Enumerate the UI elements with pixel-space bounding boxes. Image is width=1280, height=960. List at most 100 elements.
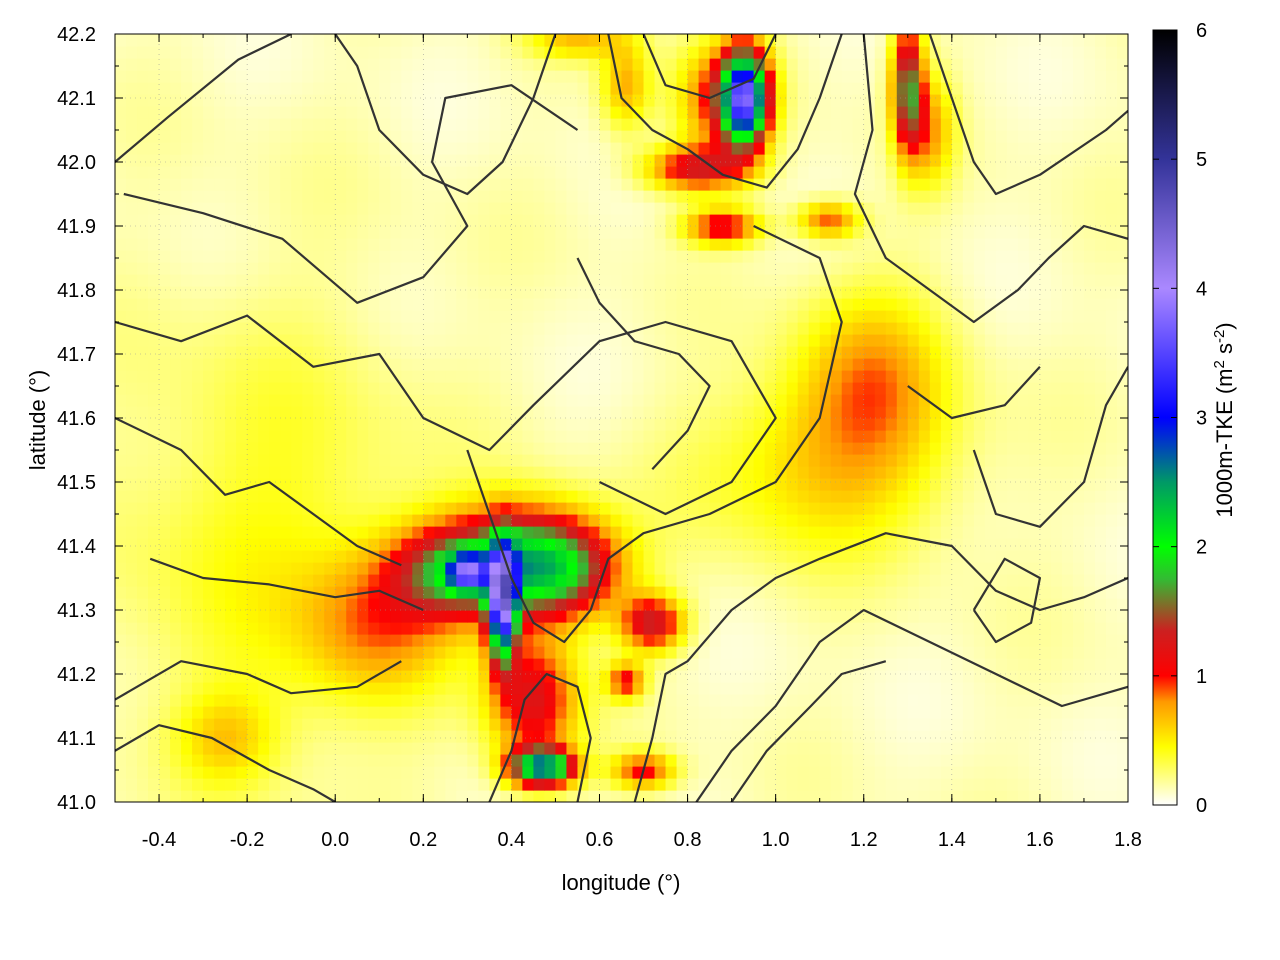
heat-cell bbox=[346, 574, 358, 587]
heat-cell bbox=[940, 610, 953, 623]
heat-cell bbox=[467, 754, 479, 767]
heat-cell bbox=[236, 514, 248, 527]
heat-cell bbox=[489, 418, 501, 431]
heat-cell bbox=[379, 514, 391, 527]
heat-cell bbox=[995, 346, 1008, 359]
heat-cell bbox=[357, 634, 369, 647]
heat-cell bbox=[225, 454, 237, 467]
heat-cell bbox=[192, 694, 204, 707]
heat-cell bbox=[148, 454, 160, 467]
heat-cell bbox=[709, 214, 722, 227]
heat-cell bbox=[511, 622, 523, 635]
heat-cell bbox=[852, 154, 865, 167]
heat-cell bbox=[1105, 502, 1118, 515]
heat-cell bbox=[478, 646, 490, 659]
heat-cell bbox=[665, 706, 678, 719]
heat-cell bbox=[522, 610, 535, 623]
heat-cell bbox=[280, 322, 292, 335]
heat-cell bbox=[1028, 454, 1041, 467]
heat-cell bbox=[313, 622, 325, 635]
heat-cell bbox=[269, 226, 281, 239]
heat-cell bbox=[841, 310, 854, 323]
heat-cell bbox=[313, 766, 325, 779]
heat-cell bbox=[434, 334, 446, 347]
heat-cell bbox=[324, 202, 336, 215]
heat-cell bbox=[335, 670, 347, 683]
heat-cell bbox=[764, 190, 777, 203]
heat-cell bbox=[258, 778, 270, 791]
heat-cell bbox=[566, 238, 579, 251]
heat-cell bbox=[522, 214, 535, 227]
heat-cell bbox=[302, 526, 314, 539]
heat-cell bbox=[236, 394, 248, 407]
heat-cell bbox=[368, 754, 380, 767]
heat-cell bbox=[412, 706, 424, 719]
heat-cell bbox=[181, 226, 193, 239]
heat-cell bbox=[643, 238, 656, 251]
heat-cell bbox=[214, 526, 226, 539]
heat-cell bbox=[610, 538, 623, 551]
heat-cell bbox=[720, 754, 733, 767]
heat-cell bbox=[665, 490, 678, 503]
heat-cell bbox=[896, 682, 909, 695]
heat-cell bbox=[962, 370, 975, 383]
heat-cell bbox=[291, 418, 303, 431]
heat-cell bbox=[764, 790, 777, 802]
heat-cell bbox=[313, 670, 325, 683]
heat-cell bbox=[445, 502, 457, 515]
heat-cell bbox=[852, 250, 865, 263]
heat-cell bbox=[379, 574, 391, 587]
heat-cell bbox=[918, 490, 931, 503]
heat-cell bbox=[368, 394, 380, 407]
heat-cell bbox=[269, 586, 281, 599]
heat-cell bbox=[192, 634, 204, 647]
heat-cell bbox=[1028, 346, 1041, 359]
heat-cell bbox=[192, 250, 204, 263]
heat-cell bbox=[907, 262, 920, 275]
heat-cell bbox=[324, 550, 336, 563]
heat-cell bbox=[764, 430, 777, 443]
heat-cell bbox=[775, 490, 788, 503]
heat-cell bbox=[1061, 382, 1074, 395]
heat-cell bbox=[1116, 358, 1128, 371]
heat-cell bbox=[357, 226, 369, 239]
heat-cell bbox=[511, 598, 523, 611]
heat-cell bbox=[874, 706, 887, 719]
heat-cell bbox=[1116, 562, 1128, 575]
heat-cell bbox=[852, 202, 865, 215]
heat-cell bbox=[731, 454, 744, 467]
heat-cell bbox=[852, 466, 865, 479]
heat-cell bbox=[544, 790, 557, 802]
heat-cell bbox=[720, 418, 733, 431]
heat-cell bbox=[995, 238, 1008, 251]
heat-cell bbox=[434, 418, 446, 431]
heat-cell bbox=[1017, 466, 1030, 479]
heat-cell bbox=[929, 454, 942, 467]
heat-cell bbox=[467, 574, 479, 587]
heat-cell bbox=[951, 598, 964, 611]
heat-cell bbox=[676, 406, 689, 419]
heat-cell bbox=[962, 646, 975, 659]
heat-cell bbox=[324, 250, 336, 263]
heat-cell bbox=[643, 646, 656, 659]
heat-cell bbox=[940, 622, 953, 635]
heat-cell bbox=[181, 670, 193, 683]
heat-cell bbox=[599, 646, 612, 659]
heat-cell bbox=[456, 346, 468, 359]
heat-cell bbox=[434, 178, 446, 191]
heat-cell bbox=[137, 202, 149, 215]
heat-cell bbox=[159, 262, 171, 275]
heat-cell bbox=[401, 742, 413, 755]
heat-cell bbox=[940, 322, 953, 335]
heat-cell bbox=[258, 238, 270, 251]
heat-cell bbox=[874, 226, 887, 239]
heat-cell bbox=[269, 250, 281, 263]
heat-cell bbox=[632, 298, 645, 311]
heat-cell bbox=[214, 646, 226, 659]
heat-cell bbox=[984, 694, 997, 707]
heat-cell bbox=[907, 514, 920, 527]
heat-cell bbox=[137, 550, 149, 563]
heat-cell bbox=[885, 202, 898, 215]
heat-cell bbox=[434, 730, 446, 743]
heat-cell bbox=[291, 778, 303, 791]
